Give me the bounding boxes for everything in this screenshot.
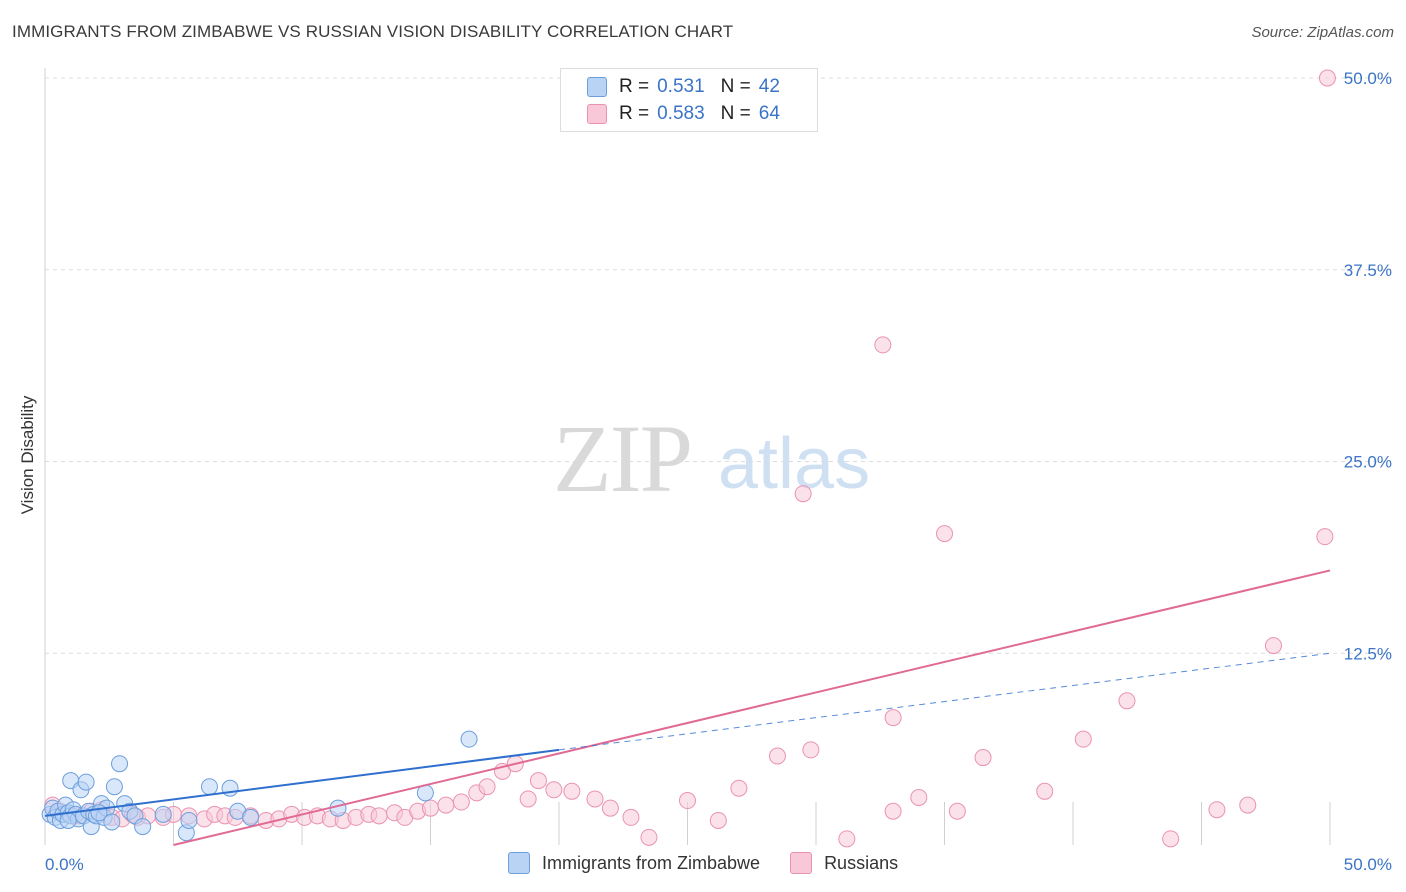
legend-r-value: 0.531 bbox=[657, 76, 705, 97]
russians-point bbox=[709, 811, 727, 829]
russians-point bbox=[1118, 692, 1136, 710]
series-legend-label: Immigrants from Zimbabwe bbox=[542, 852, 761, 873]
series-legend-label: Russians bbox=[824, 852, 899, 873]
russians-point bbox=[730, 779, 748, 797]
zimbabwe-point bbox=[77, 773, 95, 791]
zimbabwe-point bbox=[111, 755, 129, 773]
russians-point bbox=[1036, 782, 1054, 800]
legend-n-label: N = bbox=[720, 103, 751, 124]
russians-point bbox=[910, 788, 928, 806]
series-swatch-pink bbox=[790, 852, 813, 874]
russians-point bbox=[884, 709, 902, 727]
y-tick-label: 37.5% bbox=[1344, 261, 1392, 280]
russians-point bbox=[768, 747, 786, 765]
correlation-legend: R = 0.531 N = 42 R = 0.583 N = 64 bbox=[560, 68, 818, 132]
legend-r-label: R = bbox=[619, 103, 650, 124]
legend-row-zimbabwe: R = 0.531 N = 42 bbox=[587, 75, 780, 99]
legend-r-value: 0.583 bbox=[657, 103, 705, 124]
y-tick-label: 50.0% bbox=[1344, 69, 1392, 88]
x-tick-label: 0.0% bbox=[45, 855, 84, 874]
russians-point bbox=[948, 802, 966, 820]
russians-point bbox=[622, 808, 640, 826]
zimbabwe-point bbox=[59, 811, 77, 829]
legend-row-russians: R = 0.583 N = 64 bbox=[587, 102, 780, 126]
russians-point bbox=[370, 807, 388, 825]
russians-point bbox=[874, 336, 892, 354]
russians-point bbox=[519, 790, 537, 808]
series-legend: Immigrants from Zimbabwe Russians bbox=[508, 852, 928, 874]
zimbabwe-point bbox=[134, 818, 152, 836]
russians-point bbox=[601, 799, 619, 817]
zimbabwe-point bbox=[90, 804, 108, 822]
legend-r-label: R = bbox=[619, 76, 650, 97]
zimbabwe-point bbox=[180, 811, 198, 829]
russians-trend-line bbox=[173, 569, 1331, 846]
legend-n-value: 42 bbox=[758, 76, 780, 97]
series-legend-item-zimbabwe: Immigrants from Zimbabwe bbox=[508, 852, 760, 874]
russians-point bbox=[478, 778, 496, 796]
zimbabwe-trend-line bbox=[44, 748, 560, 817]
russians-point bbox=[794, 485, 812, 503]
russians-point bbox=[452, 793, 470, 811]
russians-point bbox=[422, 799, 439, 817]
russians-point bbox=[974, 749, 992, 767]
legend-n-label: N = bbox=[720, 76, 751, 97]
russians-point bbox=[1074, 730, 1092, 748]
russians-point bbox=[545, 781, 563, 799]
zimbabwe-trend-extension bbox=[558, 652, 1331, 751]
russians-point bbox=[1162, 830, 1180, 848]
legend-swatch-blue bbox=[587, 77, 607, 97]
russians-point bbox=[884, 802, 902, 820]
legend-n-value: 64 bbox=[758, 103, 780, 124]
zimbabwe-point bbox=[221, 779, 239, 797]
y-tick-label: 25.0% bbox=[1344, 453, 1392, 472]
russians-point bbox=[1316, 528, 1334, 546]
watermark-zip: ZIP bbox=[553, 405, 693, 512]
x-tick-label: 50.0% bbox=[1344, 855, 1392, 874]
source-label: Source: ZipAtlas.com bbox=[1251, 24, 1394, 41]
russians-point bbox=[1264, 637, 1282, 655]
russians-point bbox=[1318, 69, 1336, 87]
chart-title: IMMIGRANTS FROM ZIMBABWE VS RUSSIAN VISI… bbox=[12, 22, 734, 41]
russians-point bbox=[437, 796, 455, 814]
zimbabwe-point bbox=[154, 805, 172, 823]
zimbabwe-point bbox=[200, 778, 218, 796]
zimbabwe-point bbox=[105, 778, 123, 796]
russians-point bbox=[1239, 796, 1257, 814]
russians-point bbox=[802, 741, 820, 759]
russians-point bbox=[936, 525, 953, 543]
series-legend-item-russians: Russians bbox=[790, 852, 898, 874]
zimbabwe-point bbox=[242, 808, 260, 826]
russians-point bbox=[586, 790, 604, 808]
russians-point bbox=[640, 828, 658, 846]
russians-point bbox=[679, 792, 696, 810]
legend-swatch-pink bbox=[587, 104, 607, 124]
zimbabwe-point bbox=[103, 813, 121, 831]
watermark-atlas: atlas bbox=[718, 424, 871, 504]
y-tick-label: 12.5% bbox=[1344, 644, 1392, 663]
russians-point bbox=[838, 830, 856, 848]
russians-point bbox=[563, 782, 581, 800]
russians-point bbox=[1208, 801, 1226, 819]
zimbabwe-point bbox=[460, 730, 478, 748]
russians-point bbox=[529, 772, 547, 790]
series-swatch-blue bbox=[508, 852, 530, 874]
